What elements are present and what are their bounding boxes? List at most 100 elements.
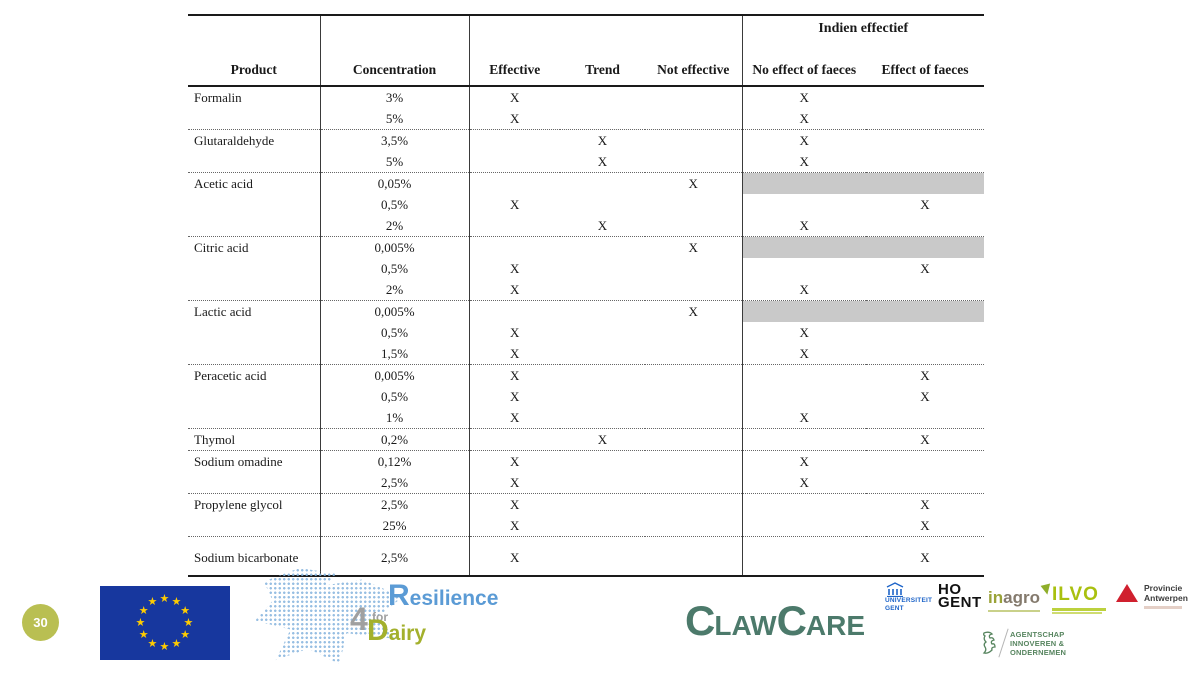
trend-cell <box>560 237 645 259</box>
col-header-effect-of-faeces: Effect of faeces <box>866 42 984 87</box>
table-row: Formalin 3% X X <box>188 86 984 108</box>
header-columns-row: Product Concentration Effective Trend No… <box>188 42 984 87</box>
concentration-cell: 2,5% <box>319 536 469 576</box>
concentration-cell: 0,5% <box>319 194 469 215</box>
ilvo-tagline-bar2 <box>1052 612 1102 614</box>
no-effect-of-faeces-cell: X <box>741 472 866 494</box>
eu-star-icon: ★ <box>147 595 158 609</box>
no-effect-of-faeces-cell: X <box>741 215 866 237</box>
trend-cell <box>560 365 645 387</box>
effective-cell: X <box>468 322 560 343</box>
no-effect-of-faeces-cell: X <box>741 151 866 173</box>
col-header-trend: Trend <box>560 42 645 87</box>
eu-star-icon: ★ <box>180 604 191 617</box>
r4d-four-text: 4 <box>350 601 368 637</box>
not-effective-cell <box>645 130 742 152</box>
effect-of-faeces-cell <box>866 343 984 365</box>
not-effective-cell <box>645 194 742 215</box>
no-effect-of-faeces-cell <box>741 364 866 386</box>
resilience4dairy-logo: Resilience 4 for Dairy <box>255 568 500 668</box>
concentration-cell: 0,005% <box>319 300 469 322</box>
trend-cell <box>560 301 645 323</box>
not-effective-cell <box>645 279 742 301</box>
eu-star-icon: ★ <box>135 616 146 629</box>
product-cell: Formalin <box>194 89 242 105</box>
effect-of-faeces-cell: X <box>920 496 930 512</box>
effective-cell: X <box>468 515 560 537</box>
r4d-for-text: for <box>372 610 388 624</box>
product-cell <box>188 194 320 215</box>
table-row: Thymol 0,2% X X <box>188 428 984 451</box>
clawcare-logo: CLAWCARE <box>685 597 866 644</box>
product-cell: Lactic acid <box>194 303 252 319</box>
not-effective-cell <box>645 322 742 343</box>
r4d-dairy-text: Dairy <box>367 614 427 647</box>
no-effect-of-faeces-cell <box>741 536 866 576</box>
no-effect-of-faeces-cell: X <box>741 129 866 151</box>
effect-of-faeces-cell: X <box>920 367 930 383</box>
product-cell: Propylene glycol <box>194 496 283 512</box>
not-effective-cell <box>645 86 742 108</box>
eu-flag: ★ ★ ★ ★ ★ ★ ★ ★ ★ ★ ★ ★ <box>100 586 230 660</box>
table-row: 2,5% X X <box>188 472 984 494</box>
col-header-concentration: Concentration <box>319 42 469 87</box>
concentration-cell: 5% <box>319 108 469 130</box>
ilvo-label: ILVO <box>1052 584 1099 605</box>
product-cell: Sodium bicarbonate <box>194 550 299 565</box>
table-row: Glutaraldehyde 3,5% X X <box>188 129 984 152</box>
table-row: Acetic acid 0,05% X <box>188 172 984 194</box>
product-cell: Thymol <box>188 428 320 451</box>
effective-cell: X <box>468 364 560 386</box>
partner-logos: UNIVERSITEIT GENT HO GENT inagro ILVO Pr… <box>880 578 1200 674</box>
hogent-label-line1: HO <box>938 581 962 598</box>
no-effect-of-faeces-cell: X <box>741 343 866 365</box>
effect-of-faeces-cell: X <box>920 550 930 565</box>
effect-of-faeces-cell: X <box>866 428 984 451</box>
trend-cell <box>560 537 645 577</box>
effective-cell: X <box>468 86 560 108</box>
inagro-label-agro: agro <box>1003 588 1040 607</box>
vlaio-label-line2: INNOVEREN & <box>1010 638 1065 648</box>
inagro-label-in: in <box>988 588 1004 607</box>
universiteit-gent-logo: UNIVERSITEIT GENT <box>885 582 933 612</box>
concentration-cell: 1% <box>319 407 469 429</box>
effect-of-faeces-cell <box>866 407 984 429</box>
effect-of-faeces-cell <box>866 472 984 494</box>
col-header-not-effective: Not effective <box>645 42 742 87</box>
effective-cell: X <box>468 343 560 365</box>
not-effective-cell <box>645 428 742 451</box>
trend-cell: X <box>560 428 645 451</box>
effective-cell: X <box>468 194 560 215</box>
no-effect-of-faeces-cell <box>741 515 866 537</box>
concentration-cell: 2,5% <box>319 493 469 515</box>
inagro-logo: inagro <box>988 580 1055 612</box>
concentration-cell: 2% <box>319 279 469 301</box>
table-row: Propylene glycol 2,5% X X <box>188 493 984 515</box>
grey-span-cell <box>741 236 984 258</box>
product-cell: Peracetic acid <box>194 367 267 383</box>
header-span-row: Indien effectief <box>188 15 984 42</box>
product-cell <box>188 279 320 301</box>
table-row: Sodium bicarbonate 2,5% X X <box>188 536 984 577</box>
antwerpen-triangle-icon <box>1116 584 1138 602</box>
header-indien-effectief: Indien effectief <box>741 15 984 42</box>
product-cell <box>188 215 320 237</box>
table-header: Indien effectief Product Concentration E… <box>188 15 984 87</box>
vlaio-logo: AGENTSCHAP INNOVEREN & ONDERNEMEN <box>980 628 1066 658</box>
no-effect-of-faeces-cell: X <box>741 279 866 301</box>
vlaio-label-line1: AGENTSCHAP <box>1010 629 1065 639</box>
product-cell: Glutaraldehyde <box>194 132 275 148</box>
no-effect-of-faeces-cell: X <box>741 450 866 472</box>
grey-span-cell <box>741 300 984 322</box>
not-effective-cell <box>645 343 742 365</box>
table-row: 0,5% X X <box>188 322 984 343</box>
effect-of-faeces-cell: X <box>920 388 930 404</box>
product-cell <box>188 515 320 537</box>
effective-cell: X <box>468 258 560 279</box>
effect-of-faeces-cell: X <box>920 260 930 276</box>
concentration-cell: 5% <box>319 151 469 173</box>
concentration-cell: 0,5% <box>319 322 469 343</box>
concentration-cell: 0,5% <box>319 258 469 279</box>
effective-cell: X <box>468 493 560 515</box>
product-cell <box>188 407 320 429</box>
